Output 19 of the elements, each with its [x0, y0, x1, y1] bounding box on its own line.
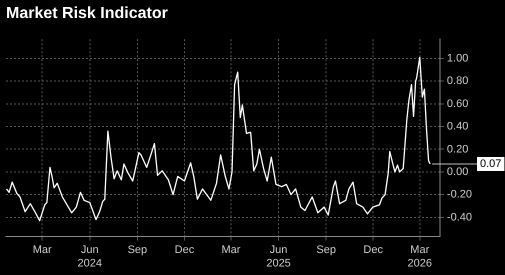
- y-tick-label: 0.60: [446, 98, 468, 110]
- x-tick-label: Mar: [222, 244, 241, 256]
- y-tick-label: -0.40: [446, 211, 472, 224]
- y-tick-label: 0.80: [446, 75, 468, 88]
- y-tick-label: -0.20: [446, 188, 472, 201]
- x-tick-label: Mar: [32, 244, 52, 256]
- text: 0.07: [480, 158, 502, 170]
- x-tick-label: Jun 2025: [266, 244, 291, 270]
- y-tick-label: 0.00: [446, 166, 468, 178]
- x-tick-label: Dec: [363, 244, 384, 256]
- x-tick-label: Jun 2024: [78, 244, 102, 270]
- y-tick-label: 0.20: [446, 143, 468, 156]
- y-tick-label: 1.00: [446, 52, 468, 65]
- chart-title: Market Risk Indicator: [6, 5, 168, 22]
- x-tick-label: Dec: [174, 244, 195, 256]
- y-tick-label: 0.40: [446, 120, 468, 133]
- x-tick-label: Mar 2026: [408, 244, 432, 270]
- x-tick-label: Sep: [316, 244, 336, 256]
- x-tick-label: Sep: [128, 244, 148, 256]
